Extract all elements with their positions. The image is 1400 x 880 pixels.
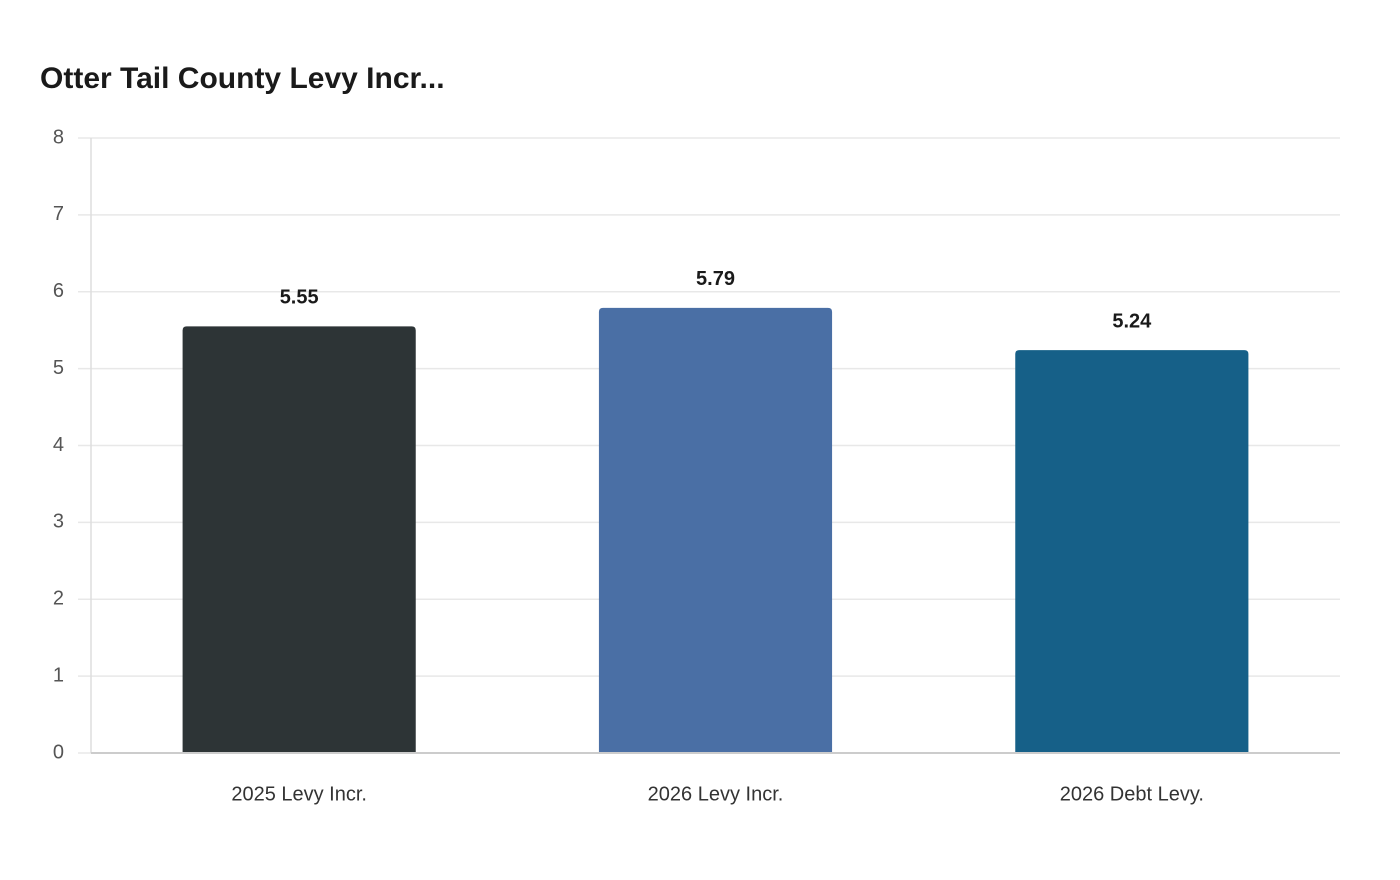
value-label: 5.55 [280,287,319,309]
x-tick-label: 2026 Debt Levy. [1060,783,1204,805]
y-tick-label: 5 [53,357,64,379]
x-tick-label: 2025 Levy Incr. [231,783,367,805]
x-tick-label: 2026 Levy Incr. [648,783,784,805]
y-tick-label: 6 [53,280,64,302]
bar [598,307,833,753]
y-tick-label: 2 [53,588,64,610]
y-tick-label: 4 [53,434,64,456]
value-label: 5.79 [696,268,735,290]
chart-title: Otter Tail County Levy Incr... [40,62,445,95]
y-tick-label: 3 [53,511,64,533]
bar [182,326,416,753]
y-tick-label: 8 [53,126,64,148]
y-tick-label: 7 [53,203,64,225]
bar [1015,350,1249,753]
y-tick-label: 1 [53,664,64,686]
value-label: 5.24 [1112,310,1152,332]
y-tick-label: 0 [53,741,64,763]
